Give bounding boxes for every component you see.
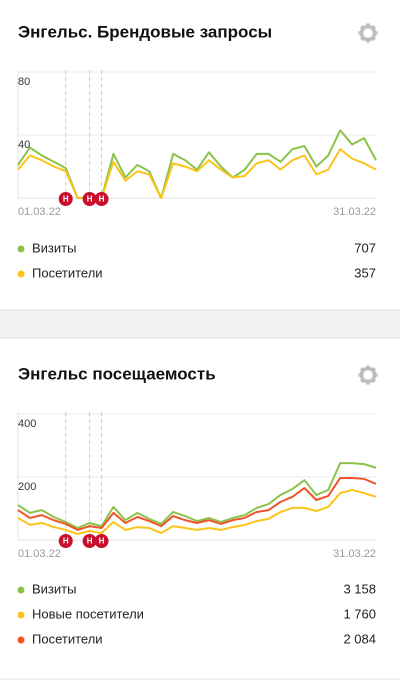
holiday-marker [82,534,97,548]
legend-swatch [17,611,25,619]
widget-title: Энгельс. Брендовые запросы [18,22,272,41]
legend-swatch [17,586,25,594]
holiday-label: Н [87,537,93,546]
series-line [17,148,377,199]
legend-total: 707 [354,240,376,255]
holiday-marker [58,534,73,548]
holiday-label: Н [63,195,69,204]
series-line [17,488,377,536]
holiday-label: Н [99,195,105,204]
legend-swatch [17,270,25,278]
legend-label: Посетители [32,631,103,646]
widget-gap [0,310,400,338]
series-line [17,129,377,199]
holiday-label: Н [87,195,93,204]
legend-total: 1 760 [343,606,376,621]
settings-button[interactable] [358,365,378,385]
series-line [17,462,377,530]
legend-label: Визиты [32,581,76,596]
holiday-marker [94,192,109,206]
gear-ring[interactable] [359,366,377,384]
legend-total: 3 158 [343,581,376,596]
legend-swatch [17,245,25,253]
gear-ring[interactable] [359,24,377,42]
holiday-marker [94,534,109,548]
legend-label: Новые посетители [32,606,144,621]
holiday-marker [58,192,73,206]
legend-total: 2 084 [343,631,376,646]
x-tick-label: 31.03.22 [333,206,376,218]
y-tick-label: 40 [18,139,30,151]
legend-label: Посетители [32,265,103,280]
widget-title: Энгельс посещаемость [18,364,216,383]
series-line [17,476,377,531]
x-tick-label: 01.03.22 [18,206,61,218]
holiday-label: Н [63,537,69,546]
x-tick-label: 01.03.22 [18,548,61,560]
holiday-label: Н [99,537,105,546]
y-tick-label: 200 [18,481,36,493]
y-tick-label: 80 [18,76,30,88]
holiday-marker [82,192,97,206]
settings-button[interactable] [358,23,378,43]
y-tick-label: 400 [18,418,36,430]
legend-label: Визиты [32,240,76,255]
legend-total: 357 [354,265,376,280]
legend-swatch [17,636,25,644]
x-tick-label: 31.03.22 [333,548,376,560]
